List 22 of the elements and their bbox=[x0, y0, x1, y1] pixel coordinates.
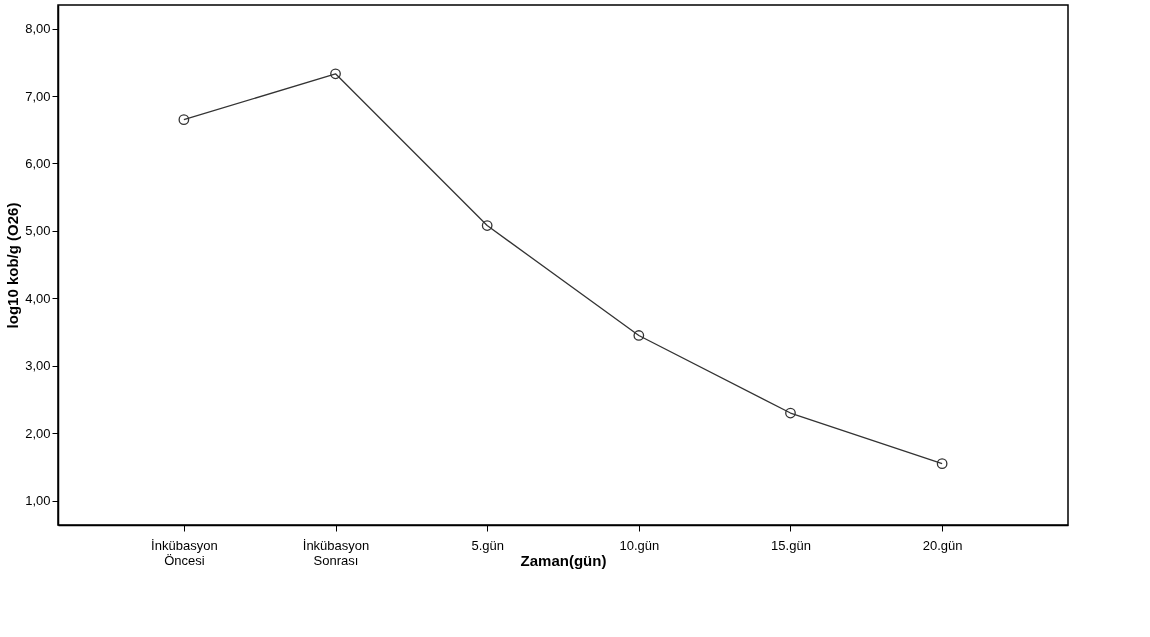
point bbox=[330, 68, 341, 80]
x-axis-title: Zaman(gün) bbox=[520, 551, 607, 569]
y-axis-title: log10 kob/g (O26) bbox=[4, 202, 22, 329]
y-tick-label: 2,00 bbox=[25, 425, 51, 441]
point bbox=[785, 407, 796, 419]
y-tick-label: 5,00 bbox=[25, 223, 51, 239]
y-tick-label: 4,00 bbox=[25, 290, 51, 306]
x-tick-label: İnkübasyon Öncesi bbox=[151, 537, 218, 568]
y-tick-label: 6,00 bbox=[25, 156, 51, 171]
point bbox=[633, 330, 645, 341]
x-tick-label: 20.gün bbox=[922, 537, 963, 553]
point bbox=[936, 458, 948, 470]
y-tick-label: 3,00 bbox=[25, 358, 51, 374]
x-tick-label: 5.gün bbox=[471, 537, 504, 553]
point bbox=[481, 220, 493, 231]
x-tick-label: 10.gün bbox=[619, 537, 660, 553]
x-tick-label: İnkübasyon Sonrası bbox=[302, 537, 370, 568]
y-tick-label: 8,00 bbox=[25, 21, 51, 37]
point bbox=[178, 114, 190, 126]
y-tick-label: 1,00 bbox=[25, 493, 51, 509]
y-tick-label: 7,00 bbox=[25, 88, 51, 104]
x-tick-label: 15.gün bbox=[771, 537, 811, 553]
